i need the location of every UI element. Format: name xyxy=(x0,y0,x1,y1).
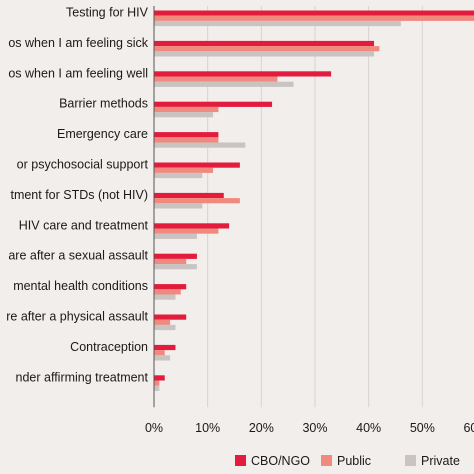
bar-cbo-ngo xyxy=(154,344,176,351)
bar-cbo-ngo xyxy=(154,375,165,381)
grid-lines xyxy=(207,6,423,408)
bar-cbo-ngo xyxy=(154,71,332,77)
bar-cbo-ngo xyxy=(154,101,273,107)
bar-private xyxy=(154,264,197,270)
category-label: Contraception xyxy=(70,340,148,354)
x-tick-label: 20% xyxy=(249,421,274,435)
bar-public xyxy=(154,76,278,82)
bar-public xyxy=(154,380,160,386)
bars xyxy=(154,10,474,391)
bar-cbo-ngo xyxy=(154,314,187,320)
bar-public xyxy=(154,15,474,21)
x-tick-label: 30% xyxy=(302,421,327,435)
category-label: os when I am feeling well xyxy=(8,66,148,80)
bar-cbo-ngo xyxy=(154,162,240,168)
bar-private xyxy=(154,355,171,361)
category-label: nder affirming treatment xyxy=(16,370,149,384)
bar-cbo-ngo xyxy=(154,223,230,229)
bar-public xyxy=(154,106,219,113)
bar-public xyxy=(154,319,171,325)
legend-label: Private xyxy=(421,454,460,468)
bar-public xyxy=(154,258,187,265)
x-tick-label: 40% xyxy=(356,421,381,435)
category-label: Testing for HIV xyxy=(66,6,149,20)
category-label: or psychosocial support xyxy=(17,158,149,172)
bar-private xyxy=(154,324,176,331)
bar-private xyxy=(154,51,375,57)
bar-cbo-ngo xyxy=(154,284,187,290)
category-label: re after a physical assault xyxy=(6,310,148,324)
legend-swatch xyxy=(405,455,416,466)
bar-cbo-ngo xyxy=(154,132,219,138)
x-tick-label: 60% xyxy=(463,421,474,435)
bar-private xyxy=(154,172,203,179)
category-label: Barrier methods xyxy=(59,97,148,111)
bar-public xyxy=(154,289,181,295)
bar-cbo-ngo xyxy=(154,10,474,16)
x-tick-label: 50% xyxy=(410,421,435,435)
bar-cbo-ngo xyxy=(154,40,375,47)
bar-cbo-ngo xyxy=(154,192,224,199)
bar-private xyxy=(154,20,401,27)
category-label: are after a sexual assault xyxy=(8,249,148,263)
x-tick-labels: 0% 10% 20% 30% 40% 50% 60% xyxy=(145,421,474,435)
category-labels: Testing for HIV os when I am feeling sick… xyxy=(6,6,148,385)
legend-label: Public xyxy=(337,454,371,468)
bar-private xyxy=(154,203,203,209)
bar-private xyxy=(154,112,214,118)
legend: CBO/NGO Public Private xyxy=(235,454,460,468)
category-label: HIV care and treatment xyxy=(19,218,149,232)
bar-private xyxy=(154,385,160,391)
category-label: mental health conditions xyxy=(13,279,148,293)
bar-public xyxy=(154,198,240,204)
bar-cbo-ngo xyxy=(154,253,197,259)
bar-public xyxy=(154,228,219,234)
legend-swatch xyxy=(321,455,332,466)
x-tick-label: 0% xyxy=(145,421,163,435)
bar-private xyxy=(154,81,294,87)
x-tick-label: 10% xyxy=(195,421,220,435)
category-label: tment for STDs (not HIV) xyxy=(10,188,148,202)
legend-label: CBO/NGO xyxy=(251,454,310,468)
legend-swatch xyxy=(235,455,246,466)
bar-public xyxy=(154,167,214,173)
bar-public xyxy=(154,350,165,356)
bar-public xyxy=(154,137,219,143)
bar-public xyxy=(154,46,380,52)
bar-private xyxy=(154,142,246,148)
category-label: os when I am feeling sick xyxy=(8,36,148,50)
bar-private xyxy=(154,294,176,300)
category-label: Emergency care xyxy=(57,127,148,141)
bar-private xyxy=(154,233,197,239)
